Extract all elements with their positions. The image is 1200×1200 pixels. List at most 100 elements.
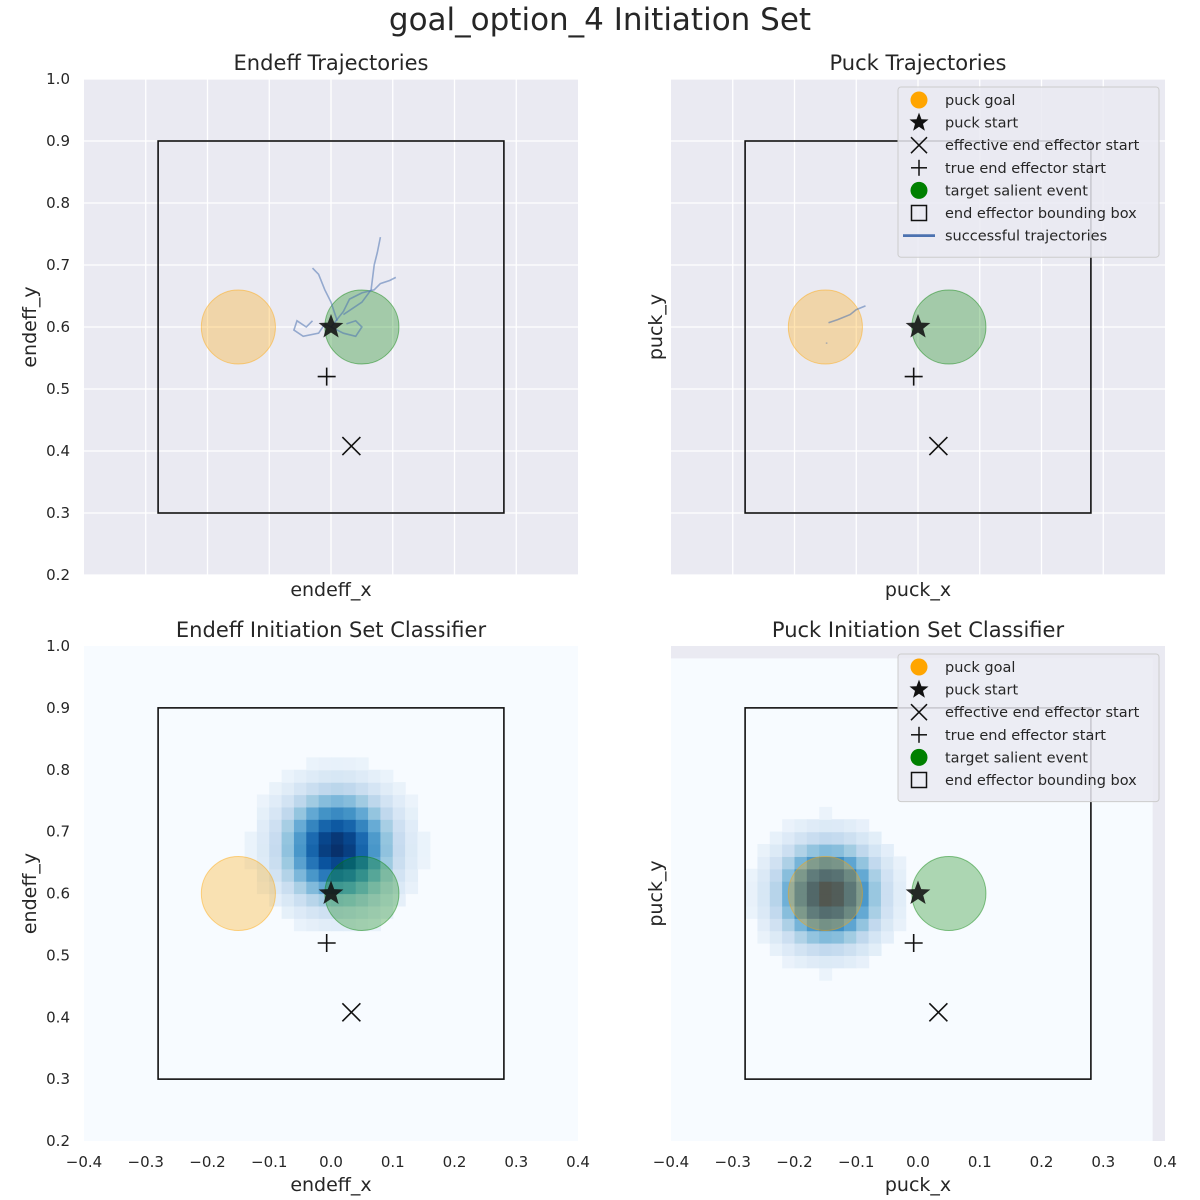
heatmap-cell [782, 918, 796, 932]
legend-puck-start-icon [909, 679, 929, 698]
heatmap-cell [368, 881, 381, 895]
legend-entry: puck start [909, 679, 1018, 699]
heatmap-cell [417, 844, 431, 857]
heatmap-cell [256, 881, 270, 895]
legend-entry: end effector bounding box [910, 204, 1137, 222]
heatmap-cell [745, 893, 759, 907]
heatmap-cell [368, 856, 381, 870]
heatmap-cell [331, 782, 344, 796]
heatmap-cell [368, 782, 381, 796]
heatmap-cell [806, 893, 820, 907]
heatmap-cell [745, 881, 759, 895]
heatmap-cell [306, 856, 320, 870]
heatmap-cell [806, 918, 820, 932]
puck-goal-circle [200, 289, 276, 365]
heatmap-cell [355, 806, 369, 820]
heatmap-cell [355, 831, 369, 845]
heatmap-cell [782, 930, 796, 944]
legend-entry-label: puck goal [945, 660, 1015, 676]
heatmap-cell [306, 782, 320, 796]
legend-entry: true end effector start [911, 726, 1106, 744]
legend-entry-label: target salient event [945, 750, 1088, 766]
puck-goal-circle [787, 855, 863, 932]
y-tick-label: 0.9 [46, 699, 70, 717]
legend: puck goal puck start effective end effecto… [897, 86, 1160, 258]
heatmap-cell [819, 806, 833, 820]
heatmap-cell [306, 893, 320, 907]
heatmap-cell [819, 918, 833, 932]
heatmap-cell [269, 794, 283, 808]
heatmap-cell [380, 881, 394, 895]
heatmap-cell [281, 794, 295, 808]
heatmap-cell [318, 794, 332, 808]
heatmap-cell [880, 881, 894, 895]
heatmap-cell [380, 905, 394, 919]
successful-trajectory-line [828, 305, 866, 324]
y-tick-label: 0.2 [46, 566, 70, 584]
heatmap-cell [331, 868, 344, 882]
heatmap-cell [868, 893, 882, 907]
heatmap-cell [380, 856, 394, 870]
heatmap-cell [318, 819, 332, 833]
heatmap-cell [880, 893, 894, 907]
heatmap-cell [757, 905, 771, 919]
heatmap-cell [856, 955, 870, 969]
y-tick-label: 0.3 [46, 504, 70, 522]
heatmap-cell [355, 856, 369, 870]
heatmap-cell [343, 856, 357, 870]
heatmap-cell [794, 868, 808, 882]
legend-target-icon [910, 748, 928, 766]
y-tick-label: 0.2 [46, 1132, 70, 1150]
x-tick-label: −0.1 [838, 1153, 874, 1171]
y-tick-label: 0.7 [46, 823, 70, 841]
heatmap-cell [745, 868, 759, 882]
heatmap-cell [831, 844, 845, 857]
legend-entry: successful trajectories [903, 229, 1107, 245]
x-tick-label: 0.4 [1153, 1153, 1177, 1171]
x-axis-label: puck_x [885, 579, 951, 601]
heatmap-cell [343, 757, 357, 771]
heatmap-cell [293, 856, 307, 870]
heatmap-cell [331, 794, 344, 808]
heatmap-cell [794, 856, 808, 870]
heatmap-cell [769, 831, 783, 845]
heatmap-cell [819, 868, 833, 882]
x-tick-label: −0.4 [66, 1153, 102, 1171]
heatmap-cell [856, 893, 870, 907]
heatmap-cell [368, 868, 381, 882]
heatmap-cell [306, 905, 320, 919]
heatmap-cell [331, 844, 344, 857]
heatmap-cell [782, 844, 796, 857]
heatmap-cell [806, 856, 820, 870]
y-tick-label: 0.6 [46, 885, 70, 903]
end-effector-bounding-box [157, 707, 505, 1080]
heatmap-cell [269, 782, 283, 796]
x-axis-label: endeff_x [290, 579, 371, 601]
heatmap-cell [256, 819, 270, 833]
heatmap-cell [355, 782, 369, 796]
heatmap-cell [819, 881, 833, 895]
puck-goal-circle [787, 289, 863, 365]
y-tick-label: 0.7 [46, 256, 70, 274]
heatmap-cell [831, 881, 845, 895]
heatmap-cell [782, 893, 796, 907]
panel-title: Puck Initiation Set Classifier [772, 618, 1065, 642]
heatmap-cell [331, 806, 344, 820]
heatmap-cell [794, 819, 808, 833]
heatmap-cell [293, 782, 307, 796]
heatmap-cell [880, 844, 894, 857]
heatmap-cell [769, 856, 783, 870]
effective-end-effector-start-marker [928, 1002, 948, 1022]
heatmap-cell [831, 819, 845, 833]
heatmap-cell [392, 868, 406, 882]
heatmap-cell [306, 881, 320, 895]
heatmap-cell [856, 918, 870, 932]
heatmap-cell [757, 844, 771, 857]
y-tick-label: 0.6 [46, 318, 70, 336]
heatmap-cell [819, 967, 833, 981]
heatmap-cell [856, 905, 870, 919]
heatmap-cell [856, 819, 870, 833]
heatmap-cell [343, 905, 357, 919]
heatmap-cell [293, 905, 307, 919]
heatmap-cell [782, 831, 796, 845]
